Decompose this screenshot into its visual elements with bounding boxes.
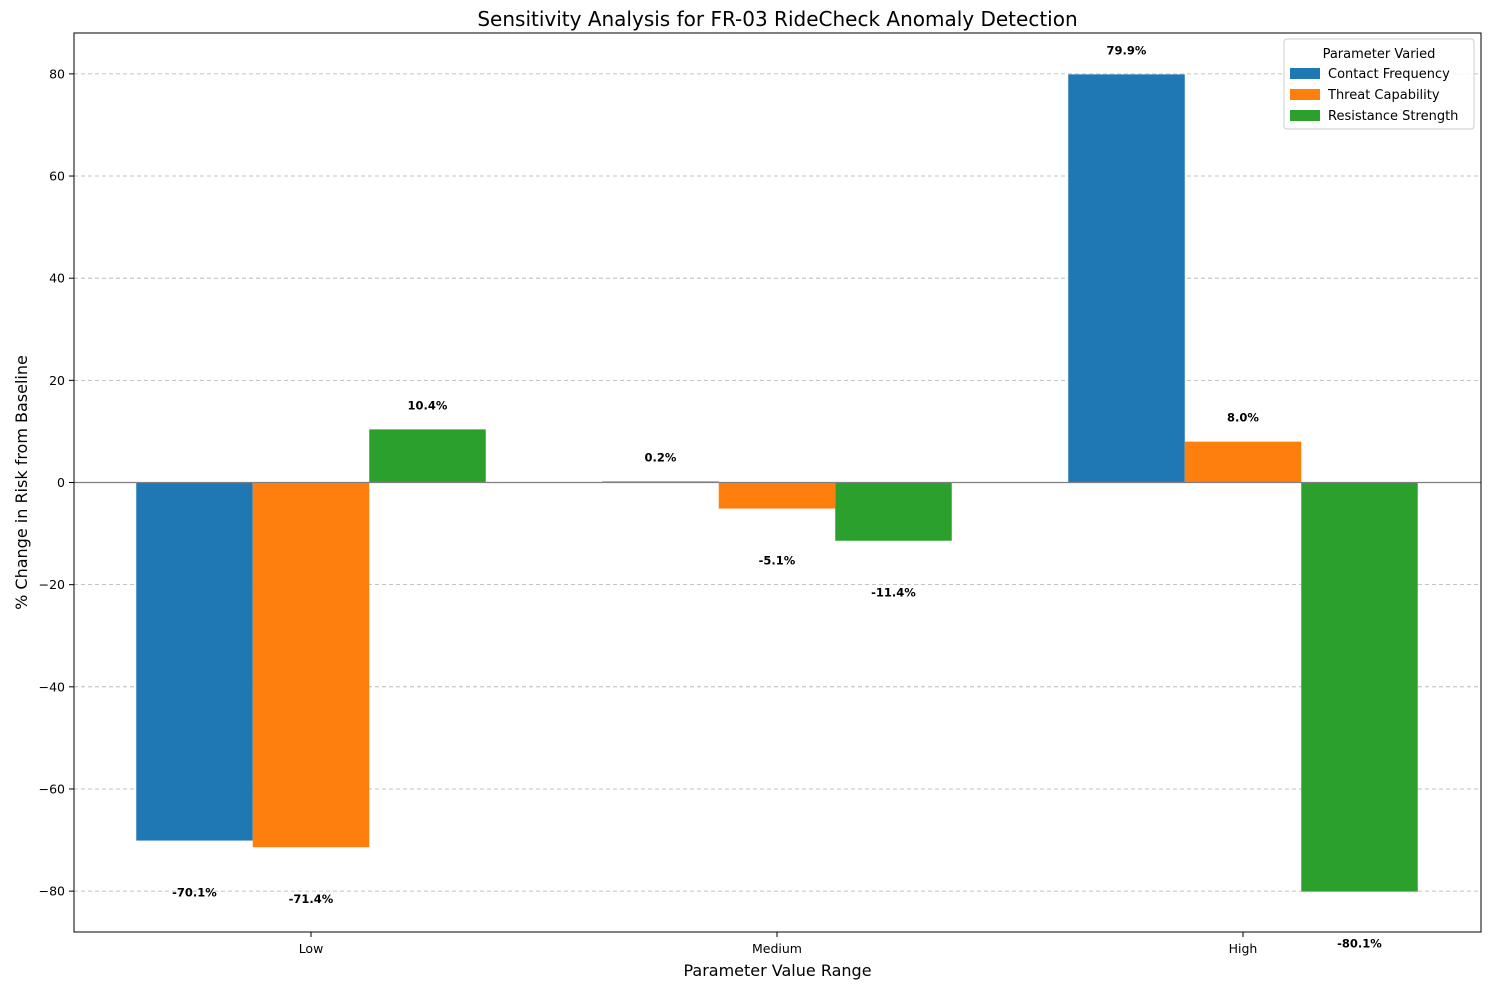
- legend-swatch: [1290, 68, 1320, 79]
- x-axis-label: Parameter Value Range: [683, 961, 871, 980]
- data-label: 8.0%: [1227, 411, 1259, 425]
- x-axis-ticks: Low Medium High: [299, 932, 1258, 956]
- legend-swatch: [1290, 110, 1320, 121]
- bar: [1068, 74, 1185, 483]
- data-label: 10.4%: [408, 398, 448, 412]
- bar: [835, 482, 952, 541]
- y-tick-label: −40: [39, 679, 65, 694]
- y-tick-label: 40: [49, 271, 65, 286]
- bar: [369, 429, 486, 483]
- x-tick-label: High: [1229, 941, 1258, 956]
- legend-entry: Resistance Strength: [1328, 109, 1458, 124]
- y-tick-label: 0: [57, 475, 65, 490]
- x-tick-label: Medium: [752, 941, 802, 956]
- data-labels: -70.1% 0.2% 79.9% -71.4% -5.1% 8.0% 10.4% -11.4…: [172, 43, 1382, 950]
- y-tick-label: −80: [39, 884, 65, 899]
- legend-title: Parameter Varied: [1323, 47, 1436, 62]
- y-axis-label: % Change in Risk from Baseline: [12, 355, 31, 610]
- x-tick-label: Low: [299, 941, 324, 956]
- bar: [136, 482, 253, 841]
- legend-swatch: [1290, 89, 1320, 100]
- y-tick-label: −60: [39, 781, 65, 796]
- bar: [718, 482, 836, 509]
- bars: [74, 74, 1481, 892]
- legend: Parameter Varied Contact Frequency Threat …: [1283, 38, 1475, 130]
- data-label: -11.4%: [871, 586, 916, 600]
- data-label: -5.1%: [759, 554, 796, 568]
- bar: [1301, 482, 1418, 892]
- y-tick-label: 60: [49, 169, 65, 184]
- legend-box: [1283, 38, 1475, 130]
- chart-title: Sensitivity Analysis for FR-03 RideCheck…: [477, 7, 1077, 31]
- data-label: -71.4%: [289, 892, 334, 906]
- y-tick-label: 20: [49, 373, 65, 388]
- data-label: -70.1%: [172, 886, 217, 900]
- y-tick-label: −20: [39, 577, 65, 592]
- data-label: 79.9%: [1107, 43, 1147, 57]
- data-label: 0.2%: [645, 450, 677, 464]
- bar: [1184, 441, 1302, 483]
- y-tick-label: 80: [49, 66, 65, 81]
- bar: [252, 482, 370, 848]
- legend-entry: Contact Frequency: [1328, 67, 1450, 82]
- legend-entry: Threat Capability: [1327, 88, 1440, 103]
- data-label: -80.1%: [1337, 937, 1382, 951]
- y-axis-ticks: −80 −60 −40 −20 0 20 40 60 80: [39, 66, 74, 899]
